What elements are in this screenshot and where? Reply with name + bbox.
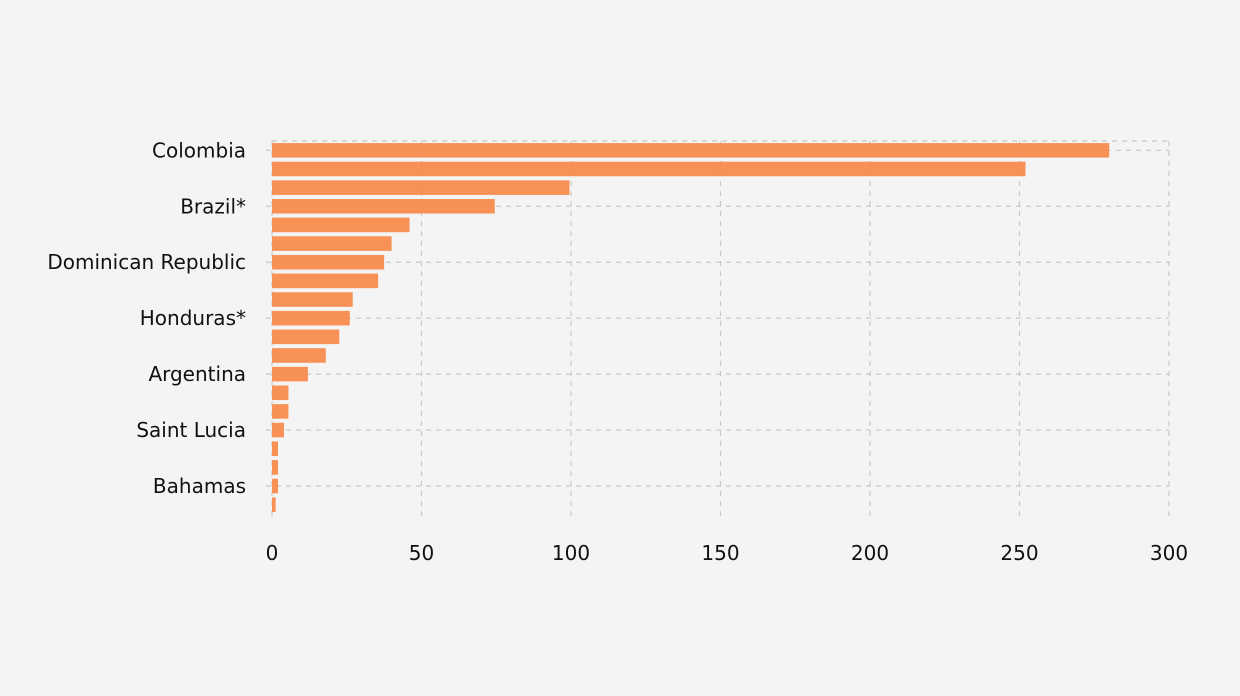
- bar: [272, 497, 276, 512]
- bar: [272, 180, 570, 195]
- bar: [272, 292, 353, 307]
- y-tick-label: Argentina: [148, 362, 246, 386]
- x-tick-label: 300: [1150, 541, 1188, 565]
- bar: [272, 236, 392, 251]
- x-tick-label: 250: [1000, 541, 1038, 565]
- bar: [272, 348, 326, 363]
- y-tick-label: Bahamas: [153, 474, 246, 498]
- bar: [272, 366, 308, 382]
- x-axis-ticks: 0 50 100 150 200 250 300: [266, 541, 1188, 565]
- bar: [272, 310, 350, 326]
- x-tick-label: 50: [409, 541, 434, 565]
- bars: [272, 143, 1110, 512]
- x-tick-label: 200: [851, 541, 889, 565]
- gridlines: [266, 140, 1170, 520]
- x-tick-label: 0: [266, 541, 279, 565]
- bar: [272, 441, 278, 456]
- y-tick-label: Saint Lucia: [136, 418, 246, 442]
- bar: [272, 217, 410, 233]
- bar: [272, 404, 289, 419]
- bar: [272, 143, 1110, 158]
- bar: [272, 254, 385, 270]
- bar: [272, 161, 1026, 177]
- bar: [272, 385, 289, 401]
- y-tick-label: Colombia: [152, 138, 246, 162]
- bar: [272, 199, 495, 214]
- y-axis-ticks: Colombia Brazil* Dominican Republic Hondura…: [47, 138, 246, 498]
- bar: [272, 460, 278, 475]
- y-tick-label: Honduras*: [140, 306, 246, 330]
- y-tick-label: Brazil*: [180, 194, 246, 218]
- bar: [272, 422, 284, 438]
- bar: [272, 329, 340, 345]
- x-tick-label: 150: [701, 541, 739, 565]
- x-tick-label: 100: [552, 541, 590, 565]
- bar: [272, 273, 379, 289]
- y-tick-label: Dominican Republic: [47, 250, 246, 274]
- bar: [272, 478, 278, 494]
